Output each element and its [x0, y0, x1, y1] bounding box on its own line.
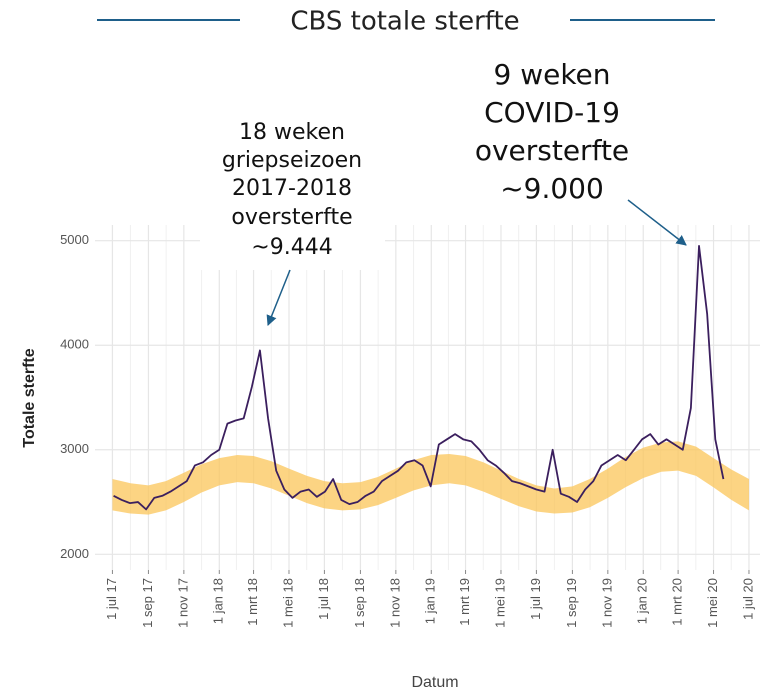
x-tick-label: 1 jan 18 — [211, 578, 226, 624]
y-axis-label: Totale sterfte — [21, 348, 38, 447]
annotation-arrow — [627, 199, 687, 246]
x-tick-label: 1 nov 17 — [175, 578, 190, 628]
annotation: COVID-19 — [484, 96, 620, 129]
x-tick-label: 1 jul 20 — [740, 578, 755, 620]
x-tick-label: 1 mei 20 — [705, 578, 720, 628]
x-tick-label: 1 sep 18 — [352, 578, 367, 628]
x-tick-label: 1 mei 18 — [280, 578, 295, 628]
x-tick-label: 1 sep 19 — [564, 578, 579, 628]
annotation-arrow — [266, 269, 291, 326]
x-tick-label: 1 jul 18 — [316, 578, 331, 620]
x-tick-label: 1 jan 20 — [635, 578, 650, 624]
x-tick-label: 1 mei 19 — [492, 578, 507, 628]
annotation: 2017-2018 — [232, 176, 352, 201]
expected-band — [112, 441, 749, 515]
x-tick-label: 1 nov 19 — [599, 578, 614, 628]
chart-title: CBS totale sterfte — [290, 7, 519, 37]
annotation: ~9.000 — [500, 172, 604, 205]
annotation: 9 weken — [493, 58, 610, 91]
y-tick-label: 2000 — [60, 546, 89, 561]
annotation: oversterfte — [231, 205, 352, 230]
y-tick-label: 4000 — [60, 337, 89, 352]
x-tick-label: 1 jul 19 — [528, 578, 543, 620]
annotation: ~9.444 — [251, 235, 332, 260]
x-axis-label: Datum — [411, 674, 458, 691]
annotation: griepseizoen — [222, 148, 362, 173]
y-tick-label: 3000 — [60, 441, 89, 456]
annotation: oversterfte — [475, 134, 629, 167]
x-tick-label: 1 mrt 20 — [670, 578, 685, 626]
x-tick-label: 1 jul 17 — [104, 578, 119, 620]
plot-area: 2000 3000 4000 5000 1 jul 17 1 sep 17 1 nov 17… — [60, 225, 760, 628]
x-tick-label: 1 nov 18 — [387, 578, 402, 628]
x-tick-label: 1 mrt 18 — [245, 578, 260, 626]
y-tick-label: 5000 — [60, 232, 89, 247]
annotation: 18 weken — [239, 120, 345, 145]
x-tick-label: 1 mrt 19 — [457, 578, 472, 626]
line — [113, 245, 725, 511]
x-tick-label: 1 jan 19 — [423, 578, 438, 624]
x-tick-label: 1 sep 17 — [140, 578, 155, 628]
annotation-box — [200, 115, 385, 270]
